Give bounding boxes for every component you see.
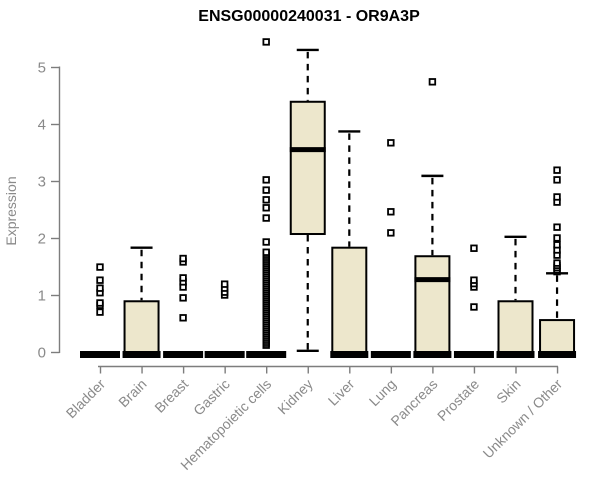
outlier-point bbox=[387, 208, 395, 216]
iqr-box bbox=[123, 300, 160, 353]
iqr-box bbox=[289, 100, 326, 236]
y-tick-label: 2 bbox=[38, 231, 46, 248]
box-kidney bbox=[289, 48, 326, 353]
box-prostate bbox=[453, 244, 494, 358]
outlier-point bbox=[262, 248, 270, 256]
box-bladder bbox=[80, 263, 120, 358]
outlier-point bbox=[96, 284, 104, 292]
zero-median-bar bbox=[496, 351, 535, 358]
outlier-point bbox=[470, 303, 478, 311]
iqr-box bbox=[539, 319, 576, 353]
outlier-point bbox=[96, 263, 104, 271]
chart-title: ENSG00000240031 - OR9A3P bbox=[198, 8, 420, 25]
y-tick-label: 4 bbox=[38, 117, 46, 134]
zero-median-bar bbox=[80, 351, 120, 358]
outlier-point bbox=[553, 166, 561, 174]
outlier-point bbox=[553, 234, 561, 242]
x-tick-label: Unknown / Other bbox=[480, 376, 566, 462]
iqr-box bbox=[497, 300, 534, 353]
x-tick-label: Breast bbox=[151, 376, 191, 416]
outlier-point bbox=[179, 274, 187, 282]
y-tick-label: 3 bbox=[38, 174, 46, 191]
y-tick-label: 5 bbox=[38, 60, 46, 77]
outlier-point bbox=[262, 204, 270, 212]
x-tick-label: Prostate bbox=[434, 376, 482, 424]
box-hematopoietic-cells bbox=[246, 38, 287, 358]
box-breast bbox=[163, 254, 204, 358]
zero-median-bar bbox=[122, 351, 161, 358]
x-tick-label: Bladder bbox=[63, 376, 109, 422]
outlier-point bbox=[220, 280, 229, 288]
x-tick-label: Lung bbox=[366, 376, 399, 409]
outlier-point bbox=[179, 294, 187, 302]
outlier-point bbox=[262, 38, 270, 46]
x-tick-label: Liver bbox=[325, 376, 358, 409]
outlier-point bbox=[553, 223, 561, 231]
outlier-point bbox=[553, 176, 561, 184]
box-lung bbox=[370, 139, 411, 358]
y-tick-label: 1 bbox=[38, 288, 46, 305]
outlier-point bbox=[262, 238, 270, 246]
outlier-point bbox=[96, 299, 104, 307]
x-tick-label: Brain bbox=[115, 376, 149, 410]
x-tick-label: Kidney bbox=[274, 376, 316, 418]
box-brain bbox=[122, 246, 161, 358]
box-liver bbox=[330, 130, 369, 358]
zero-median-bar bbox=[163, 351, 204, 358]
outlier-point bbox=[262, 214, 270, 222]
iqr-box bbox=[414, 255, 451, 353]
outlier-point bbox=[553, 241, 561, 249]
box-pancreas bbox=[413, 78, 452, 358]
zero-median-bar bbox=[204, 351, 245, 358]
x-tick-label: Skin bbox=[493, 376, 524, 407]
zero-median-bar bbox=[246, 351, 287, 358]
y-tick-label: 0 bbox=[38, 345, 46, 362]
iqr-box bbox=[331, 246, 368, 353]
box-gastric bbox=[204, 280, 245, 358]
zero-median-bar bbox=[538, 351, 577, 358]
outlier-point bbox=[96, 308, 104, 316]
outlier-point bbox=[553, 193, 561, 201]
outlier-point bbox=[262, 196, 270, 204]
outlier-point bbox=[428, 78, 437, 86]
outlier-point bbox=[470, 276, 478, 284]
outlier-point bbox=[179, 314, 187, 322]
outlier-point bbox=[262, 176, 270, 184]
outlier-point bbox=[387, 139, 395, 147]
box-skin bbox=[496, 235, 535, 358]
box-unknown-other bbox=[538, 166, 577, 358]
outlier-point bbox=[553, 259, 561, 267]
outlier-point bbox=[387, 229, 395, 237]
zero-median-bar bbox=[370, 351, 411, 358]
zero-median-bar bbox=[453, 351, 494, 358]
outlier-point bbox=[179, 254, 187, 263]
outlier-point bbox=[262, 186, 270, 194]
zero-median-bar bbox=[413, 351, 452, 358]
outlier-point bbox=[96, 276, 104, 284]
zero-median-bar bbox=[330, 351, 369, 358]
outlier-point bbox=[470, 244, 478, 252]
y-axis: 0 1 2 3 4 5 bbox=[38, 60, 61, 362]
